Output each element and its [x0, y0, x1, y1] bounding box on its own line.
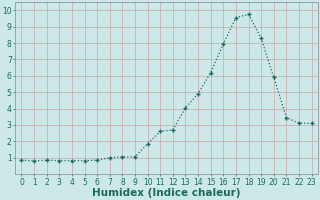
X-axis label: Humidex (Indice chaleur): Humidex (Indice chaleur) [92, 188, 241, 198]
